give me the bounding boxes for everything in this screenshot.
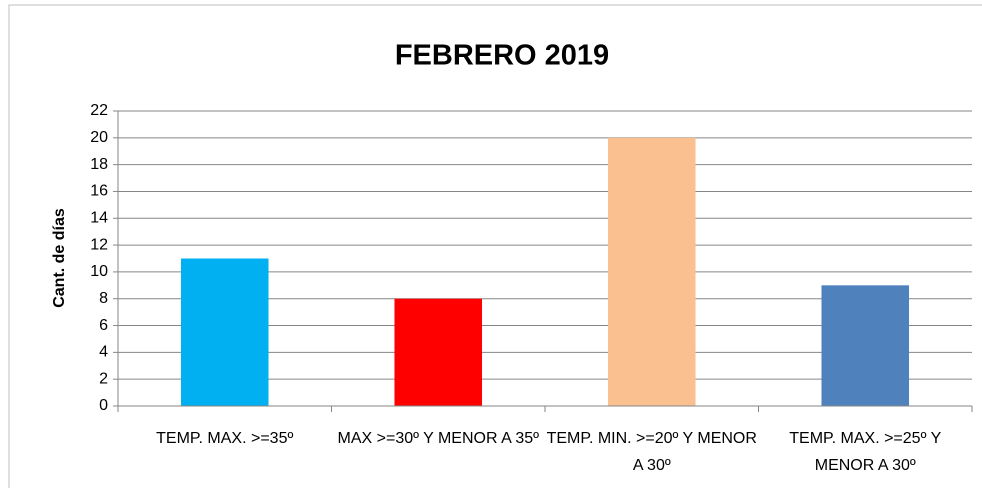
bar: [180, 258, 269, 406]
y-tick-label: 8: [99, 290, 108, 307]
x-tick-label: TEMP. MIN. >=20º Y MENOR A 30º: [546, 430, 757, 474]
y-tick-label: 6: [99, 317, 108, 334]
y-tick-label: 2: [99, 370, 108, 387]
y-tick-label: 18: [90, 156, 108, 173]
x-tick-label: TEMP. MAX. >=35º: [156, 430, 294, 447]
bar: [821, 285, 910, 406]
y-tick-label: 20: [90, 129, 108, 146]
y-tick-label: 4: [99, 344, 108, 361]
chart-frame: [8, 4, 982, 488]
x-tick-label: MAX >=30º Y MENOR A 35º: [337, 430, 539, 447]
chart-title: FEBRERO 2019: [395, 40, 609, 72]
y-tick-label: 10: [90, 263, 108, 280]
x-tick-label: TEMP. MAX. >=25º Y MENOR A 30º: [789, 430, 942, 474]
y-tick-label: 12: [90, 236, 108, 253]
y-tick-label: 22: [90, 102, 108, 119]
y-tick-label: 16: [90, 183, 108, 200]
y-axis-label: Cant. de días: [51, 208, 68, 308]
y-tick-label: 14: [90, 209, 108, 226]
y-tick-label: 0: [99, 397, 108, 414]
bar: [607, 137, 696, 406]
bar: [394, 298, 483, 406]
